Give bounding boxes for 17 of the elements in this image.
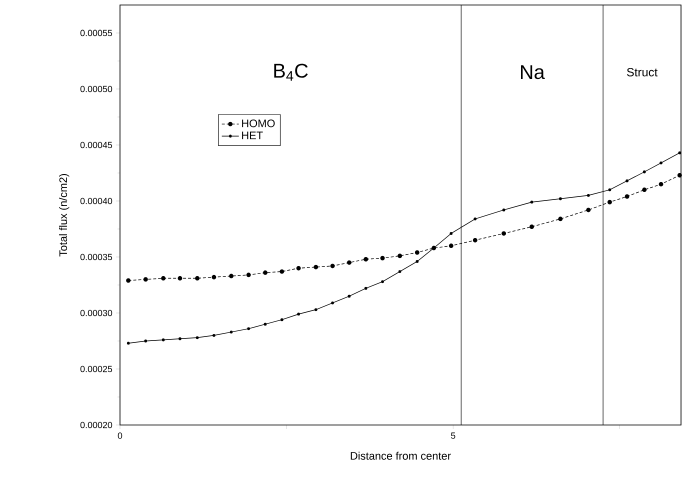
y-tick-label: 0.00050 [80,86,112,92]
y-tick-label: 0.00035 [80,254,112,260]
y-tick-label: 0.00020 [80,422,112,428]
y-tick-label: 0.00045 [80,142,112,148]
x-axis-title: Distance from center [350,452,451,460]
annotation: B$_{4}$C [274,64,308,81]
legend-label: HET [242,132,263,140]
annotation: Na [521,65,545,80]
legend-label: HOMO [242,119,275,128]
y-tick-label: 0.00030 [80,310,112,316]
y-axis-title: Total flux (n/cm2) [59,174,70,256]
annotation: Struct [626,68,658,76]
y-tick-label: 0.00025 [80,366,112,372]
x-tick-label: 0 [118,432,122,439]
y-tick-label: 0.00040 [80,198,112,204]
y-tick-label: 0.00055 [80,30,112,36]
x-tick-label: 5 [451,432,456,439]
